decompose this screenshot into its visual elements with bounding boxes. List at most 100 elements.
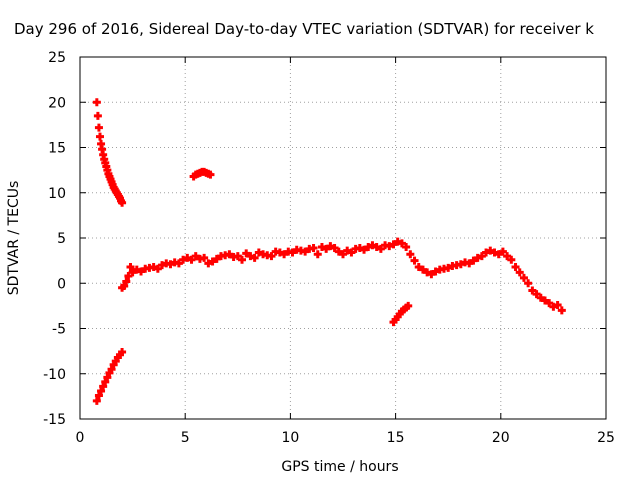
data-point: [212, 254, 221, 263]
data-point: [322, 244, 331, 253]
data-point: [301, 247, 310, 256]
data-point: [528, 286, 537, 295]
y-axis-label: SDTVAR / TECUs: [6, 181, 22, 296]
series-3: [389, 301, 413, 327]
data-point: [444, 263, 453, 272]
data-point: [120, 281, 129, 290]
data-point: [101, 377, 110, 386]
data-point: [92, 396, 101, 405]
y-tick-label: 5: [57, 231, 66, 247]
data-point: [204, 259, 213, 268]
data-point: [393, 237, 402, 246]
data-point: [545, 299, 554, 308]
data-point: [95, 132, 104, 141]
x-tick-label: 25: [597, 430, 615, 446]
data-point: [118, 198, 127, 207]
data-point: [191, 252, 200, 261]
data-point: [404, 301, 413, 310]
data-point: [418, 265, 427, 274]
chart-title: Day 296 of 2016, Sidereal Day-to-day VTE…: [14, 20, 594, 38]
data-point: [410, 256, 419, 265]
x-tick-label: 20: [492, 430, 510, 446]
data-point: [94, 391, 103, 400]
series-1: [92, 348, 127, 405]
x-tick-label: 15: [387, 430, 405, 446]
data-point: [288, 248, 297, 257]
data-point: [280, 250, 289, 259]
data-point: [515, 268, 524, 277]
data-point: [507, 255, 516, 264]
data-point: [208, 257, 217, 266]
data-point: [482, 248, 491, 257]
x-tick-label: 10: [281, 430, 299, 446]
y-tick-label: 15: [48, 141, 66, 157]
data-point: [536, 293, 545, 302]
data-point: [372, 243, 381, 252]
data-point: [339, 250, 347, 259]
data-point: [93, 111, 102, 120]
data-point: [246, 252, 255, 261]
x-axis-label: GPS time / hours: [281, 459, 398, 475]
y-tick-label: -15: [43, 412, 66, 428]
data-point: [317, 243, 326, 252]
series-2: [189, 167, 215, 181]
x-tick-label: 5: [181, 430, 190, 446]
data-point: [99, 382, 108, 391]
data-point: [118, 348, 127, 357]
data-point: [275, 248, 284, 257]
data-point: [187, 255, 196, 264]
y-tick-label: 20: [48, 95, 66, 111]
data-point: [494, 250, 503, 259]
data-point: [402, 243, 411, 252]
data-point: [132, 265, 141, 274]
data-point: [427, 270, 436, 279]
data-point: [360, 245, 369, 254]
data-point: [549, 302, 558, 311]
data-point: [309, 243, 318, 252]
data-point: [519, 273, 528, 282]
data-point: [250, 253, 259, 262]
data-point: [313, 250, 322, 259]
data-point: [397, 239, 406, 248]
data-point: [406, 250, 415, 259]
y-tick-label: 10: [48, 186, 66, 202]
data-point: [174, 259, 183, 268]
data-point: [137, 267, 146, 276]
data-point: [385, 242, 394, 251]
data-point: [524, 279, 533, 288]
data-point: [166, 260, 175, 269]
data-point: [158, 261, 167, 270]
data-point: [414, 262, 423, 271]
y-tick-label: -5: [52, 322, 66, 338]
data-point: [557, 306, 566, 315]
data-point: [225, 250, 234, 259]
data-point: [103, 373, 112, 382]
data-point: [343, 246, 352, 255]
axis-ticks: 0 5 10 15 20 25 -15 -10 -5 0 5 10 15 20 25: [43, 50, 615, 446]
data-point: [355, 243, 364, 252]
data-point: [153, 264, 162, 273]
data-point: [540, 296, 549, 305]
data-point: [477, 252, 486, 261]
data-point: [334, 247, 343, 256]
data-point: [490, 248, 499, 257]
data-point: [511, 262, 520, 271]
data-point: [267, 252, 276, 261]
data-point: [465, 259, 474, 268]
x-tick-label: 0: [76, 430, 85, 446]
data-point: [97, 386, 106, 395]
data-point: [498, 247, 507, 256]
data-point: [469, 256, 478, 265]
data-point: [92, 98, 101, 107]
y-tick-label: 25: [48, 50, 66, 66]
data-point: [107, 365, 116, 374]
data-point: [94, 123, 103, 132]
data-point: [326, 242, 335, 251]
plot-frame: [79, 56, 607, 420]
data-point: [126, 262, 135, 271]
y-tick-label: 0: [57, 276, 66, 292]
y-tick-label: -10: [43, 367, 66, 383]
data-point: [179, 255, 188, 264]
data-point: [347, 248, 356, 257]
